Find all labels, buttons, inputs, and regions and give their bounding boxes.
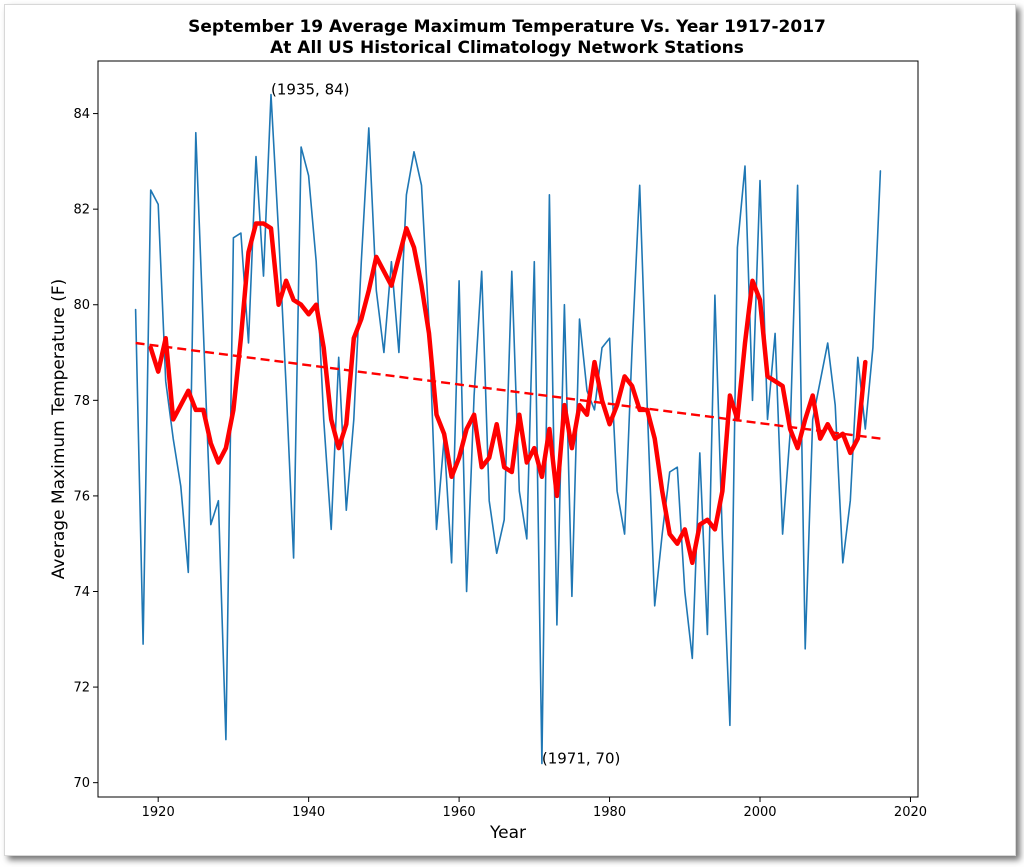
x-tick-label-1940: 1940: [292, 805, 325, 820]
chart-title-line-1: September 19 Average Maximum Temperature…: [188, 17, 826, 37]
raw-temperature-line: [134, 93, 882, 765]
chart-title-line-2: At All US Historical Climatology Network…: [270, 38, 744, 58]
y-tick-label-70: 70: [73, 776, 90, 791]
y-tick-label-82: 82: [73, 203, 90, 218]
y-tick-label-76: 76: [73, 489, 90, 504]
x-tick-label-2020: 2020: [894, 805, 927, 820]
plot-area: 1920 1940 1960 1980 2000 2020 70 72 74 76 78 80 82 84…: [73, 60, 927, 820]
x-tick-label-1920: 1920: [142, 805, 175, 820]
y-tick-label-74: 74: [73, 585, 90, 600]
y-tick-label-72: 72: [73, 681, 90, 696]
x-tick-label-2000: 2000: [743, 805, 776, 820]
y-axis-label: Average Maximum Temperature (F): [49, 279, 69, 580]
y-tick-label-84: 84: [73, 107, 90, 122]
plot-frame: [97, 60, 919, 798]
y-tick-label-80: 80: [73, 298, 90, 313]
annotation-0: (1935, 84): [271, 80, 350, 98]
smoothed-temperature-line: [148, 221, 868, 566]
x-tick-label-1980: 1980: [593, 805, 626, 820]
y-tick-label-78: 78: [73, 394, 90, 409]
annotation-1: (1971, 70): [542, 750, 621, 768]
x-axis-label: Year: [489, 823, 526, 843]
x-tick-label-1960: 1960: [443, 805, 476, 820]
